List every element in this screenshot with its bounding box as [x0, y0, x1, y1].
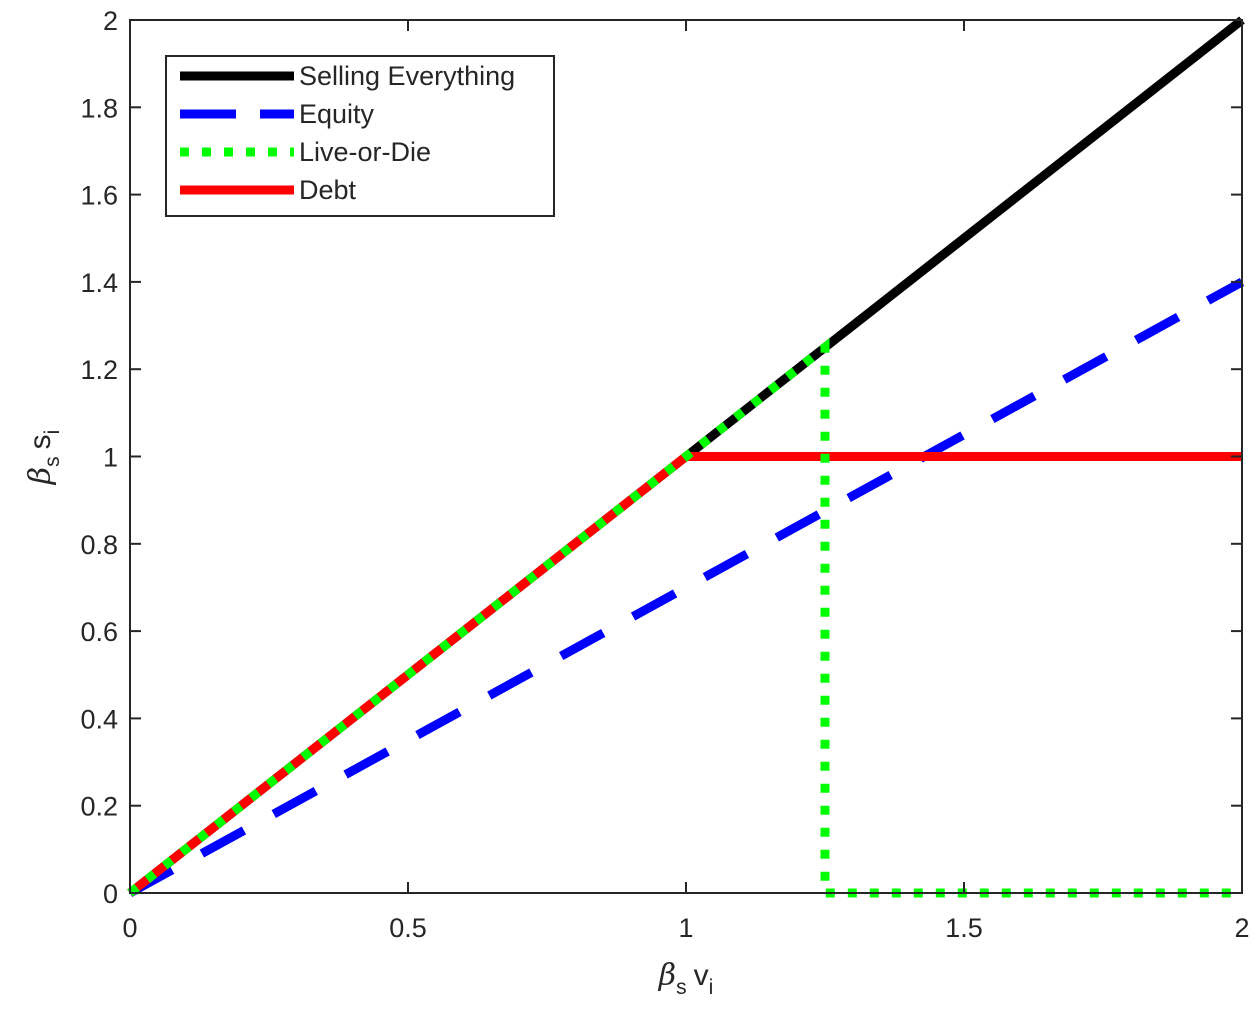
legend-label-selling-everything: Selling Everything: [299, 61, 515, 91]
y-tick-label: 1.4: [80, 268, 118, 298]
x-tick-label: 1: [678, 913, 693, 943]
y-axis-label-sub2: i: [41, 430, 64, 435]
y-tick-label: 0.8: [80, 530, 118, 560]
x-axis-label-sub2: i: [709, 976, 714, 999]
y-tick-label: 1.8: [80, 93, 118, 123]
x-axis-label-sub1: s: [676, 976, 687, 999]
y-tick-label: 0.2: [80, 792, 118, 822]
y-axis-label-symbol: β: [23, 467, 58, 485]
y-tick-label: 1.6: [80, 181, 118, 211]
x-tick-label: 0.5: [389, 913, 427, 943]
legend-label-live-or-die: Live-or-Die: [299, 137, 431, 167]
x-axis-label-symbol: β: [658, 958, 676, 993]
y-tick-label: 0: [103, 879, 118, 909]
x-axis-label-main: v: [694, 959, 709, 992]
y-tick-label: 2: [103, 6, 118, 36]
x-tick-label: 1.5: [945, 913, 983, 943]
legend-label-equity: Equity: [299, 99, 375, 129]
series-layer: [127, 16, 1245, 898]
y-axis-label-sub1: s: [41, 456, 64, 467]
y-tick-label: 0.4: [80, 704, 118, 734]
y-tick-label: 1: [103, 443, 118, 473]
series-line-live-or-die: [127, 338, 1242, 898]
x-tick-label: 0: [122, 913, 137, 943]
x-axis-label: βs vi: [658, 958, 714, 999]
x-tick-label: 2: [1234, 913, 1249, 943]
series-line-equity: [127, 277, 1245, 897]
y-tick-label: 1.2: [80, 355, 118, 385]
legend: Selling Everything Equity Live-or-Die Debt: [165, 55, 555, 217]
ticks-layer: 0 0.5 1 1.5 2 0 0.2 0.4 0.6 0.8 1 1.2 1.4 1.6 1.8 2: [80, 6, 1249, 943]
y-tick-label: 0.6: [80, 617, 118, 647]
legend-label-debt: Debt: [299, 175, 357, 205]
y-axis-label-main: s: [24, 434, 57, 449]
y-axis-label: βssi: [23, 430, 64, 486]
